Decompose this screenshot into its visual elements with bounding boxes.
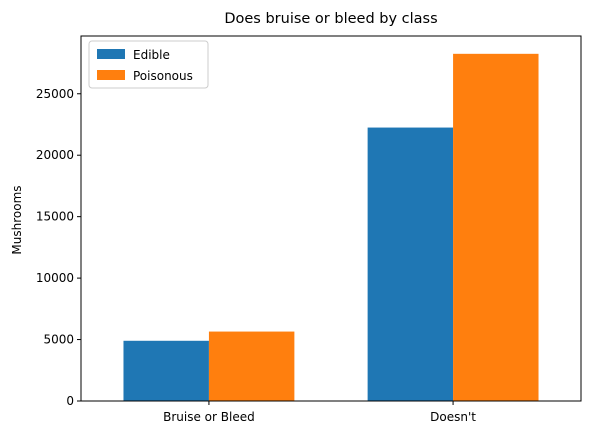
legend-swatch-poisonous: [97, 70, 125, 80]
plot-frame: [80, 35, 582, 402]
y-axis-label: Mushrooms: [10, 185, 24, 254]
legend: Edible Poisonous: [88, 40, 209, 89]
bar-edible-1: [367, 127, 454, 401]
legend-label-edible: Edible: [133, 48, 170, 62]
y-tick-label-3: 15000: [36, 210, 74, 224]
bar-poisonous-1: [453, 53, 539, 402]
legend-label-poisonous: Poisonous: [133, 69, 193, 83]
legend-swatch-edible: [97, 49, 125, 59]
bar-poisonous-0: [208, 331, 295, 401]
y-tick-label-4: 20000: [36, 148, 74, 162]
y-tick-label-5: 25000: [36, 87, 74, 101]
plot-area: 0 5000 10000 15000 20000 25000 Bruise or Bleed…: [36, 53, 539, 424]
x-tick-label-1: Doesn't: [430, 410, 476, 424]
x-tick-label-0: Bruise or Bleed: [163, 410, 255, 424]
y-tick-label-0: 0: [66, 394, 74, 408]
y-tick-label-1: 5000: [43, 333, 74, 347]
chart-title: Does bruise or bleed by class: [224, 11, 437, 27]
bar-edible-0: [123, 340, 209, 401]
y-tick-label-2: 10000: [36, 271, 74, 285]
